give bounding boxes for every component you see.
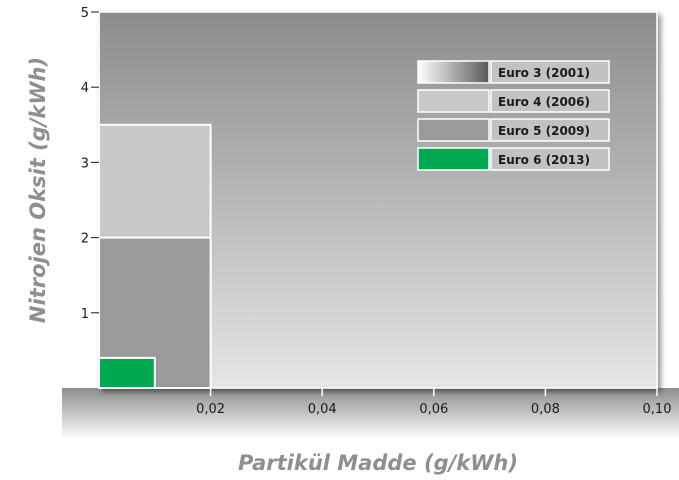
legend-label-euro-3-2001: Euro 3 (2001) bbox=[498, 66, 590, 80]
legend-swatch-euro-4-2006 bbox=[417, 89, 490, 113]
legend-swatch-euro-3-2001 bbox=[417, 60, 490, 84]
legend-label-euro-6-2013: Euro 6 (2013) bbox=[498, 153, 590, 167]
x-tick-label: 0,04 bbox=[308, 402, 337, 417]
legend-label-bg bbox=[490, 89, 610, 113]
legend-label-euro-4-2006: Euro 4 (2006) bbox=[498, 95, 590, 109]
y-tick-label: 1 bbox=[81, 307, 89, 322]
legend-swatch-euro-5-2009 bbox=[417, 118, 490, 142]
y-tick-label: 3 bbox=[81, 156, 89, 171]
x-tick-label: 0,10 bbox=[643, 402, 672, 417]
y-tick-label: 5 bbox=[81, 6, 89, 21]
series-box-euro-6-2013 bbox=[98, 356, 156, 390]
x-tick-label: 0,08 bbox=[531, 402, 560, 417]
x-tick-label: 0,02 bbox=[196, 402, 225, 417]
y-axis-title: Nitrojen Oksit (g/kWh) bbox=[26, 57, 50, 323]
legend: Euro 3 (2001) Euro 4 (2006) Euro 5 (2009) E… bbox=[417, 60, 610, 171]
legend-label-bg bbox=[490, 147, 610, 171]
y-tick-label: 4 bbox=[81, 81, 89, 96]
legend-label-bg bbox=[490, 118, 610, 142]
legend-label-bg bbox=[490, 60, 610, 84]
legend-label-euro-5-2009: Euro 5 (2009) bbox=[498, 124, 590, 138]
floor-band bbox=[62, 388, 679, 440]
axis-layer: 1 2 3 4 5 0,02 0,04 0,06 0,08 0,10 bbox=[81, 6, 672, 417]
legend-swatch-euro-6-2013 bbox=[417, 147, 490, 171]
y-tick-label: 2 bbox=[81, 232, 89, 247]
x-axis-title: Partikül Madde (g/kWh) bbox=[238, 451, 518, 475]
x-tick-label: 0,06 bbox=[419, 402, 448, 417]
